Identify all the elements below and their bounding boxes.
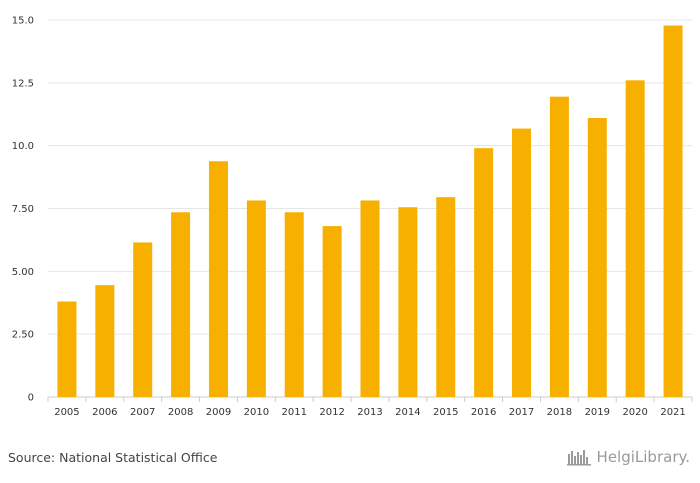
y-tick-label: 12.5 (12, 78, 34, 89)
x-tick-label: 2011 (282, 407, 307, 418)
x-tick-label: 2020 (622, 407, 647, 418)
y-tick-label: 2.50 (12, 330, 34, 341)
bar-2018 (549, 96, 569, 397)
y-tick-label: 5.00 (12, 267, 34, 278)
brand-name: HelgiLibrary. (596, 448, 690, 466)
x-axis-ticks: 2005 2006 2007 2008 2009 2010 2011 2012 2013 2014… (47, 397, 693, 418)
x-tick-label: 2021 (660, 407, 685, 418)
bar-2012 (322, 226, 342, 397)
source-note: Source: National Statistical Office (8, 450, 218, 465)
x-tick-label: 2008 (168, 407, 193, 418)
x-tick-label: 2019 (585, 407, 610, 418)
x-tick-label: 2013 (357, 407, 382, 418)
x-tick-label: 2014 (395, 407, 420, 418)
bar-2009 (208, 161, 228, 397)
bars (57, 25, 683, 398)
bar-2011 (284, 212, 304, 397)
bar-2010 (246, 200, 266, 397)
y-tick-label: 0 (28, 393, 34, 404)
bar-2021 (663, 25, 683, 398)
x-tick-label: 2018 (547, 407, 572, 418)
y-axis-ticks: 0 2.50 5.00 7.50 10.0 12.5 15.0 (12, 16, 34, 404)
bar-2008 (171, 212, 191, 397)
x-tick-label: 2010 (244, 407, 269, 418)
x-tick-label: 2015 (433, 407, 458, 418)
bar-2015 (436, 197, 456, 397)
bar-2007 (133, 242, 153, 397)
y-tick-label: 7.50 (12, 204, 34, 215)
x-tick-label: 2009 (206, 407, 231, 418)
brand-logo: HelgiLibrary. (566, 448, 690, 466)
y-tick-label: 15.0 (12, 16, 34, 27)
library-icon (566, 450, 591, 466)
x-tick-label: 2007 (130, 407, 155, 418)
x-tick-label: 2006 (92, 407, 117, 418)
bar-2013 (360, 200, 380, 397)
bar-2005 (57, 301, 77, 397)
bar-2020 (625, 80, 645, 397)
bar-2017 (512, 128, 532, 398)
x-tick-label: 2012 (319, 407, 344, 418)
x-tick-label: 2005 (54, 407, 79, 418)
x-tick-label: 2017 (509, 407, 534, 418)
bar-2016 (474, 148, 494, 397)
bar-2006 (95, 285, 115, 397)
y-tick-label: 10.0 (12, 141, 34, 152)
bar-2014 (398, 207, 418, 397)
bar-2019 (587, 118, 607, 398)
x-tick-label: 2016 (471, 407, 496, 418)
